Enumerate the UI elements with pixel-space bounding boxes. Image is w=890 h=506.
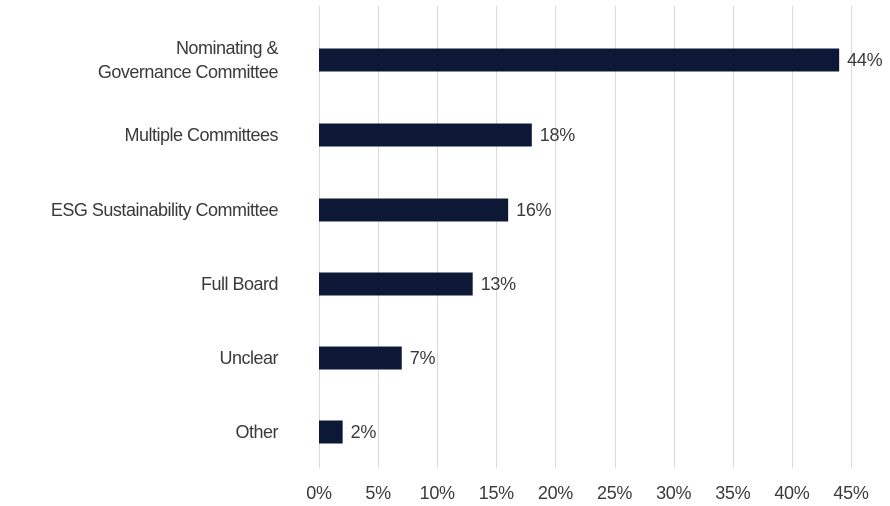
category-label-line: Full Board <box>201 274 278 294</box>
category-label: Full Board <box>201 274 278 294</box>
category-label-line: ESG Sustainability Committee <box>51 200 279 220</box>
x-tick-label: 40% <box>774 483 809 503</box>
x-tick-label: 5% <box>365 483 391 503</box>
category-label-line: Other <box>235 422 278 442</box>
category-label: Nominating & Governance Committee <box>98 38 279 82</box>
bar <box>319 420 343 444</box>
data-label: 13% <box>481 274 516 294</box>
bar <box>319 346 402 370</box>
x-tick-label: 30% <box>656 483 691 503</box>
category-label-line: Governance Committee <box>98 62 279 82</box>
category-label: Unclear <box>219 348 278 368</box>
x-tick-label: 25% <box>597 483 632 503</box>
category-label: ESG Sustainability Committee <box>51 200 279 220</box>
x-tick-label: 35% <box>715 483 750 503</box>
data-label: 2% <box>351 422 377 442</box>
data-label: 18% <box>540 125 575 145</box>
category-label: Other <box>235 422 278 442</box>
bar <box>319 48 840 72</box>
x-axis-tick-labels: 0% 5% 10% 15% 20% 25% 30% 35% 40% 45% <box>306 483 869 503</box>
category-label-line: Nominating & <box>176 38 279 58</box>
category-labels: Nominating & Governance Committee Multiple… <box>51 38 279 442</box>
x-tick-label: 45% <box>833 483 868 503</box>
x-tick-label: 0% <box>306 483 332 503</box>
data-label: 44% <box>847 50 882 70</box>
x-tick-label: 20% <box>538 483 573 503</box>
bar <box>319 198 509 222</box>
data-label: 7% <box>410 348 436 368</box>
category-label-line: Unclear <box>219 348 278 368</box>
category-label: Multiple Committees <box>124 125 278 145</box>
data-label: 16% <box>516 200 551 220</box>
x-tick-label: 15% <box>479 483 514 503</box>
x-tick-label: 10% <box>420 483 455 503</box>
gridlines <box>319 6 852 468</box>
category-label-line: Multiple Committees <box>124 125 278 145</box>
bars <box>319 48 840 444</box>
data-labels: 44% 18% 16% 13% 7% 2% <box>351 50 883 442</box>
bar <box>319 123 532 147</box>
bar <box>319 272 473 296</box>
